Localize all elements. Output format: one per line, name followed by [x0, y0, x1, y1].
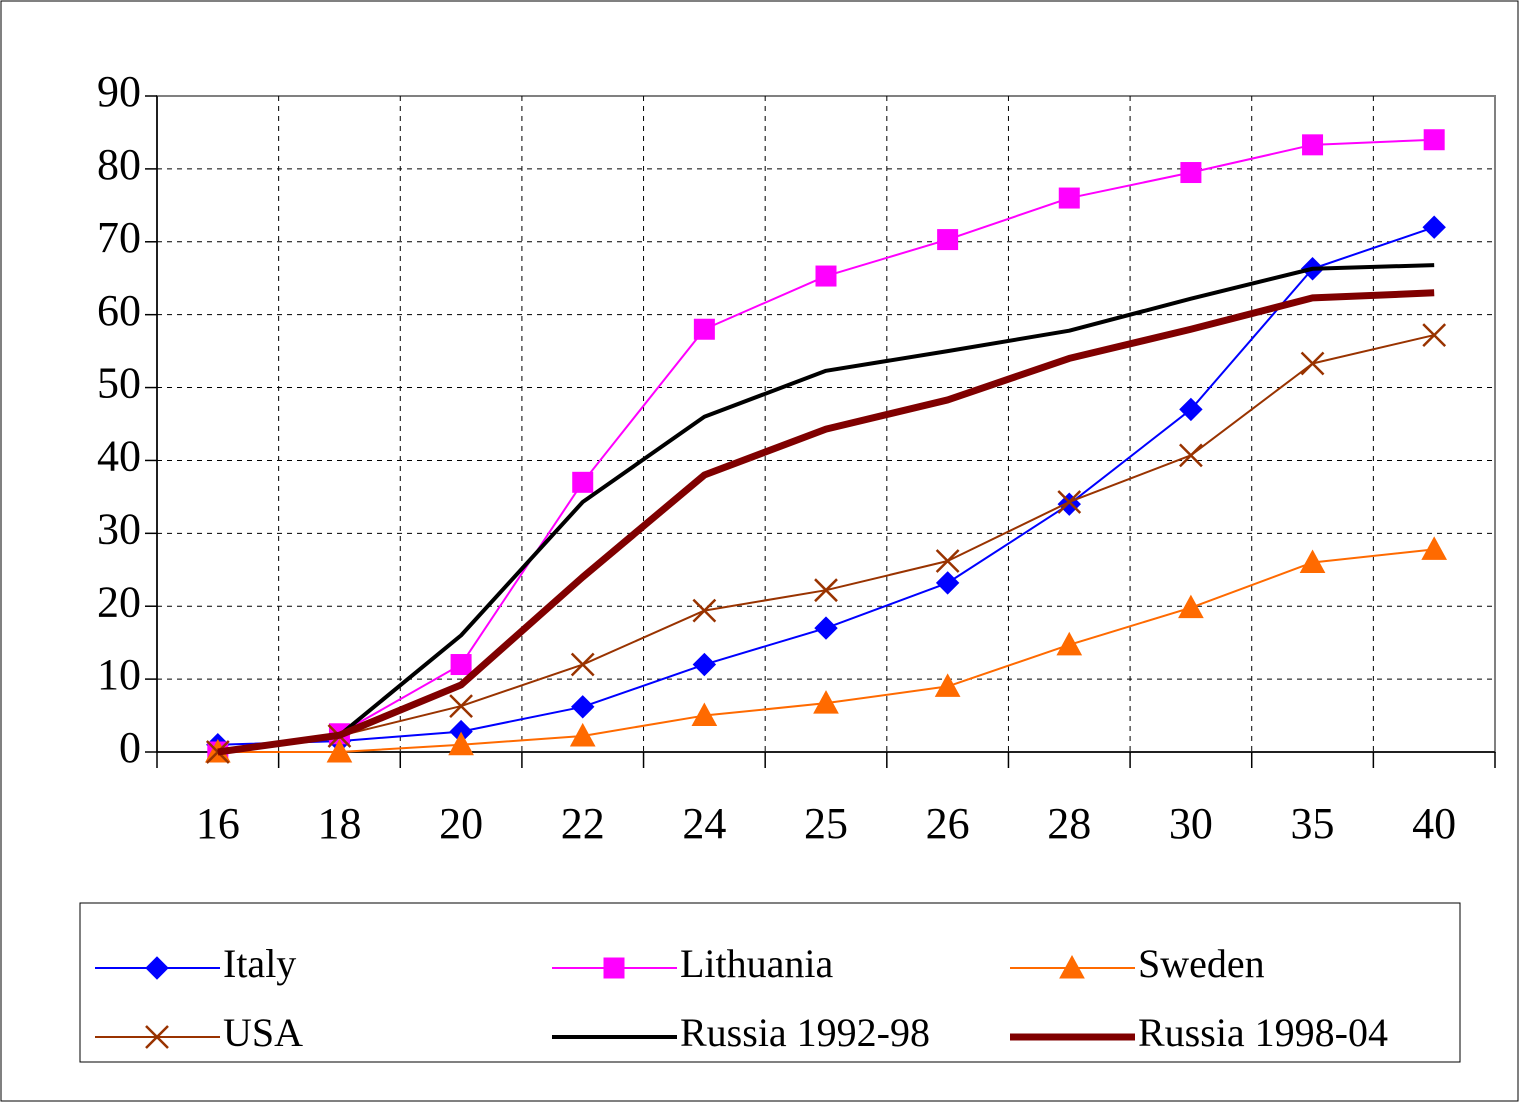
data-point: [448, 731, 474, 756]
series-line: [217, 289, 1435, 756]
y-tick-label: 20: [97, 577, 141, 626]
y-tick-label: 40: [97, 432, 141, 481]
x-tick-label: 25: [804, 799, 848, 848]
legend-marker: [145, 956, 169, 980]
data-point: [1302, 134, 1324, 156]
data-point: [814, 578, 838, 603]
x-tick-label: 22: [561, 799, 605, 848]
data-point: [937, 229, 959, 251]
y-tick-label: 50: [97, 359, 141, 408]
data-point: [1423, 129, 1445, 151]
x-tick-label: 30: [1169, 799, 1213, 848]
legend-label: Russia 1992-98: [680, 1010, 930, 1055]
data-point: [569, 722, 596, 747]
legend-label: Sweden: [1138, 941, 1265, 986]
x-tick-label: 40: [1412, 799, 1456, 848]
legend-label: Lithuania: [680, 941, 834, 986]
data-point: [449, 694, 473, 718]
y-tick-label: 80: [97, 140, 141, 189]
data-point: [1180, 162, 1202, 184]
data-point: [326, 738, 353, 763]
legend-label: USA: [223, 1010, 303, 1055]
data-point: [1058, 187, 1080, 209]
y-tick-label: 90: [97, 67, 141, 116]
data-point: [693, 318, 715, 340]
data-point: [1421, 536, 1448, 560]
data-point: [1422, 215, 1446, 239]
data-point: [1300, 351, 1325, 376]
data-point: [1178, 594, 1204, 619]
y-tick-label: 30: [97, 504, 141, 553]
x-tick-label: 20: [439, 799, 483, 848]
y-tick-label: 70: [97, 213, 141, 262]
legend-label: Russia 1998-04: [1138, 1010, 1388, 1055]
x-tick-label: 35: [1291, 799, 1335, 848]
x-tick-label: 16: [196, 799, 240, 848]
data-point: [450, 654, 472, 676]
data-point: [570, 652, 595, 677]
x-tick-label: 18: [317, 799, 361, 848]
y-tick-label: 0: [119, 723, 141, 772]
data-point: [814, 616, 838, 640]
x-tick-label: 24: [682, 799, 726, 848]
data-point: [815, 265, 837, 287]
data-point: [1056, 631, 1083, 656]
data-point: [1179, 397, 1203, 422]
data-point: [1179, 443, 1203, 468]
legend-marker: [603, 957, 625, 979]
data-point: [1057, 490, 1082, 514]
legend-marker: [1059, 954, 1085, 979]
data-point: [935, 571, 960, 595]
data-point: [692, 652, 717, 677]
data-point: [571, 695, 595, 719]
legend-label: Italy: [223, 941, 296, 986]
data-point: [1299, 549, 1326, 573]
data-point: [934, 673, 961, 697]
data-point: [691, 702, 718, 727]
x-tick-label: 26: [926, 799, 970, 848]
y-tick-label: 60: [97, 286, 141, 335]
data-point: [205, 740, 230, 764]
data-point: [692, 598, 717, 623]
data-point: [572, 471, 594, 493]
series-line: [217, 263, 1435, 754]
data-point: [935, 549, 960, 573]
y-tick-label: 10: [97, 650, 141, 699]
legend-marker: [145, 1025, 169, 1049]
x-tick-label: 28: [1047, 799, 1091, 848]
legend-box: [79, 902, 1461, 1063]
data-point: [1057, 492, 1081, 516]
data-point: [1422, 323, 1447, 347]
data-point: [813, 690, 839, 714]
